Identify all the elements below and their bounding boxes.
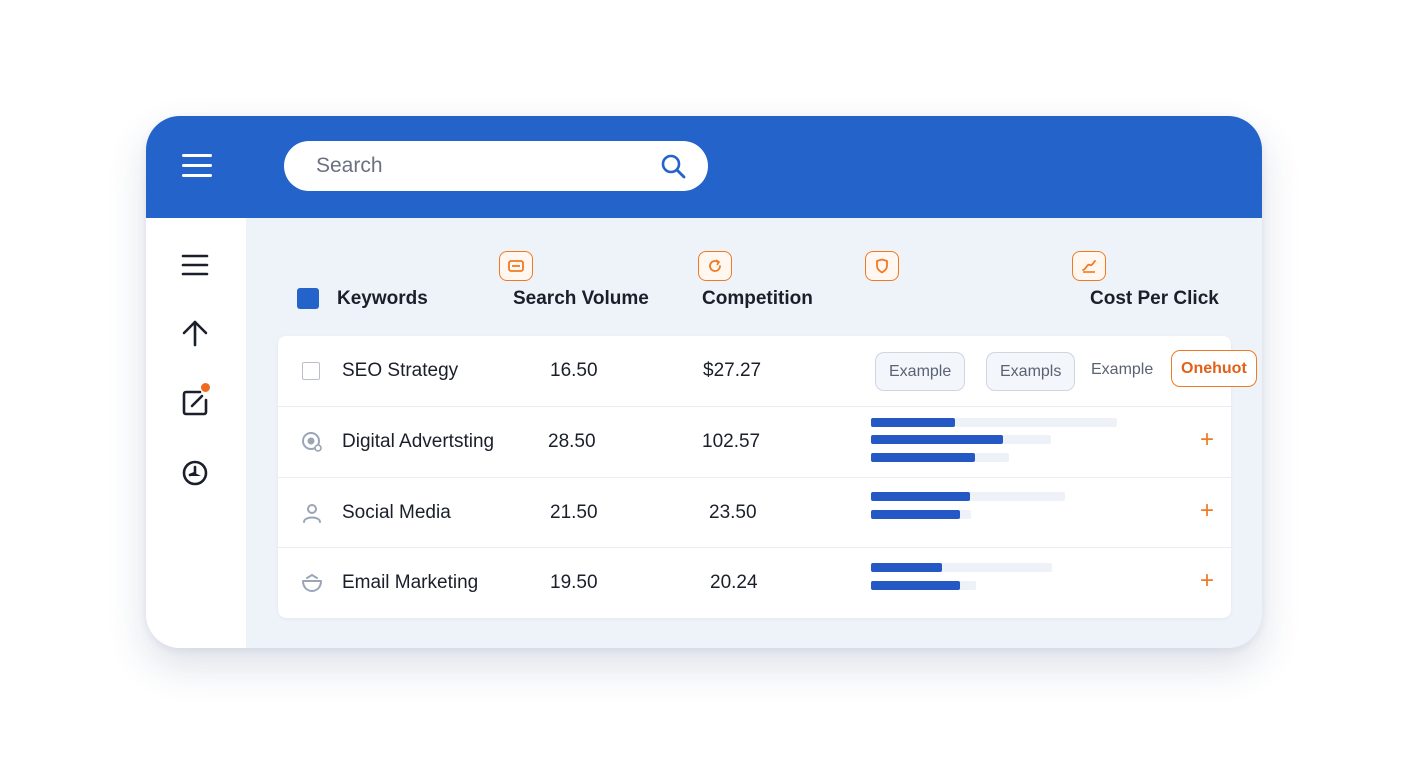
ticket-icon [499, 251, 533, 281]
search-input[interactable] [316, 141, 646, 191]
column-header-keywords[interactable]: Keywords [337, 288, 428, 309]
hamburger-menu-icon[interactable] [180, 250, 210, 280]
competition-cell: 20.24 [710, 572, 758, 593]
select-all-checkbox[interactable] [297, 288, 319, 309]
row-checkbox[interactable] [302, 362, 320, 380]
example-chip[interactable]: Exampls [986, 352, 1076, 391]
example-label: Example [1091, 361, 1154, 378]
bar-track [871, 418, 1117, 427]
bar-fill [871, 581, 960, 590]
competition-cell: $27.27 [703, 360, 762, 381]
sidebar [146, 218, 246, 648]
bar-fill [871, 418, 955, 427]
highlight-chip[interactable]: Onehuot [1171, 350, 1257, 387]
table-row[interactable]: Email Marketing 19.50 20.24 + [278, 547, 1231, 617]
keyword-cell: Digital Advertsting [342, 431, 495, 452]
competition-cell: 102.57 [702, 431, 761, 452]
table-row[interactable]: Digital Advertsting 28.50 102.57 + [278, 406, 1231, 476]
add-button[interactable]: + [1199, 426, 1214, 453]
column-header-search-volume[interactable]: Search Volume [513, 288, 649, 309]
keyword-cell: Social Media [342, 502, 451, 523]
bar-fill [871, 510, 960, 519]
bar-track [871, 435, 1051, 444]
clock-icon[interactable] [180, 458, 210, 488]
example-chip[interactable]: Example [875, 352, 966, 391]
bar-track [871, 453, 1009, 462]
search-volume-cell: 16.50 [550, 360, 598, 381]
bar-fill [871, 435, 1003, 444]
app-window: Keywords Search Volume Competition Cost … [146, 116, 1262, 648]
bar-fill [871, 563, 942, 572]
top-bar [146, 116, 1262, 218]
add-button[interactable]: + [1199, 567, 1214, 594]
notification-dot [201, 383, 210, 392]
competition-cell: 23.50 [709, 502, 757, 523]
keyword-cell: SEO Strategy [342, 360, 459, 381]
bar-track [871, 492, 1065, 501]
bar-fill [871, 492, 970, 501]
shield-icon [865, 251, 899, 281]
refresh-icon [698, 251, 732, 281]
bowl-icon [302, 573, 322, 592]
table-row[interactable]: Social Media 21.50 23.50 + [278, 477, 1231, 547]
search-volume-cell: 19.50 [550, 572, 598, 593]
target-icon [302, 432, 322, 452]
keywords-table: SEO Strategy 16.50 $27.27 Example Exampl… [278, 336, 1257, 618]
table-row[interactable]: SEO Strategy 16.50 $27.27 Example Exampl… [278, 336, 1257, 406]
search-volume-cell: 21.50 [550, 502, 598, 523]
search-volume-cell: 28.50 [548, 431, 596, 452]
add-button[interactable]: + [1199, 497, 1214, 524]
bar-fill [871, 453, 975, 462]
bar-track [871, 510, 971, 519]
search-icon[interactable] [660, 153, 686, 179]
search-box [284, 141, 708, 191]
chart-icon [1072, 251, 1106, 281]
bar-track [871, 563, 1052, 572]
arrow-up-icon[interactable] [180, 318, 210, 348]
column-header-cost-per-click[interactable]: Cost Per Click [1090, 288, 1219, 309]
keyword-cell: Email Marketing [342, 572, 479, 593]
person-icon [303, 504, 321, 523]
edit-note-icon[interactable] [180, 388, 210, 418]
column-header-competition[interactable]: Competition [702, 288, 813, 309]
hamburger-menu-icon[interactable] [182, 154, 212, 178]
bar-track [871, 581, 976, 590]
